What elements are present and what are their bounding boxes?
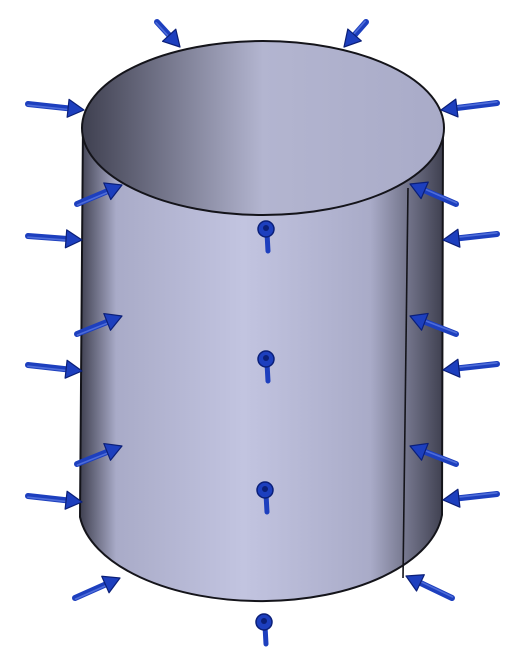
- arrow-head: [66, 98, 85, 118]
- arrow-head: [440, 98, 459, 118]
- pressure-arrow: [25, 98, 85, 118]
- arrow-highlight: [420, 581, 454, 598]
- arrow-highlight: [455, 101, 498, 108]
- pressure-arrow: [440, 98, 500, 118]
- arrow-highlight: [27, 365, 67, 372]
- arrow-highlight: [76, 322, 109, 336]
- arrow-highlight: [27, 496, 67, 503]
- arrow-head: [343, 28, 362, 48]
- pressure-arrow-end-on: [256, 481, 274, 515]
- cylinder-outline: [78, 121, 444, 603]
- arrow-highlight: [352, 20, 366, 35]
- arrow-shaft: [351, 19, 369, 38]
- arrow-shaft: [417, 579, 455, 601]
- pressure-arrow: [154, 19, 181, 48]
- arrow-shaft: [25, 101, 72, 112]
- pressure-arrow-end-on: [255, 613, 273, 647]
- front-arrows: [25, 19, 500, 647]
- arrow-shaft: [72, 581, 109, 601]
- pressure-arrow: [442, 358, 500, 378]
- pressure-arrow: [405, 574, 455, 601]
- arrow-tip: [262, 486, 268, 492]
- arrow-shaft: [25, 362, 70, 373]
- pressure-arrow: [409, 181, 459, 207]
- arrow-head: [442, 228, 461, 248]
- arrow-head: [161, 28, 181, 48]
- arrow-head: [101, 575, 121, 594]
- arrow-head: [409, 442, 429, 461]
- arrow-highlight: [27, 236, 67, 241]
- pressure-arrow: [25, 359, 83, 379]
- cylinder-seam-line: [402, 187, 409, 579]
- arrow-head: [103, 442, 123, 461]
- pressure-arrow: [343, 19, 369, 48]
- pressure-arrow-end-on: [257, 220, 275, 254]
- arrow-highlight: [457, 232, 498, 238]
- pressure-arrow: [442, 488, 500, 508]
- arrow-shaft: [421, 187, 459, 207]
- arrow-head: [103, 312, 123, 331]
- arrow-shaft: [455, 361, 500, 372]
- pressure-arrow: [442, 228, 500, 248]
- arrow-shaft: [74, 318, 111, 337]
- arrow-head: [442, 488, 461, 508]
- pressure-arrow: [25, 229, 83, 249]
- arrow-head: [442, 358, 461, 378]
- arrow-head: [64, 490, 83, 510]
- pressure-arrow: [74, 312, 123, 337]
- arrow-shaft: [74, 188, 111, 207]
- pressure-arrow: [74, 182, 123, 207]
- arrow-highlight: [74, 584, 107, 600]
- arrow-head: [409, 312, 429, 331]
- arrow-tip: [261, 618, 267, 624]
- arrow-highlight: [457, 362, 498, 368]
- arrow-head: [64, 359, 83, 379]
- arrow-shaft: [74, 448, 111, 467]
- arrow-head: [64, 229, 83, 249]
- cylinder-top-face: [81, 40, 445, 216]
- arrow-tip: [263, 225, 269, 231]
- arrow-highlight: [155, 22, 170, 37]
- pressure-arrow: [409, 442, 459, 467]
- pressure-arrow: [72, 575, 121, 601]
- arrow-head: [103, 182, 123, 201]
- arrow-highlight: [424, 319, 458, 334]
- arrow-head: [409, 181, 429, 200]
- arrow-highlight: [76, 452, 109, 466]
- pressure-arrow: [409, 312, 459, 337]
- arrow-highlight: [76, 191, 109, 206]
- arrow-tip: [263, 355, 269, 361]
- arrow-shaft: [25, 233, 70, 242]
- arrow-highlight: [424, 449, 458, 464]
- arrow-shaft: [453, 100, 500, 112]
- cylinder: [78, 40, 445, 603]
- pressure-arrow: [25, 490, 83, 510]
- arrow-shaft: [455, 491, 500, 502]
- pressure-arrow-end-on: [257, 350, 275, 384]
- arrow-shaft: [421, 448, 459, 467]
- arrow-shaft: [455, 231, 500, 242]
- pressure-arrow: [74, 442, 123, 467]
- arrow-shaft: [154, 19, 173, 39]
- arrow-shaft: [25, 493, 70, 504]
- arrow-head: [405, 574, 425, 592]
- arrow-shaft: [421, 318, 459, 337]
- arrow-highlight: [27, 104, 69, 111]
- arrow-highlight: [457, 492, 498, 498]
- arrow-highlight: [424, 188, 458, 204]
